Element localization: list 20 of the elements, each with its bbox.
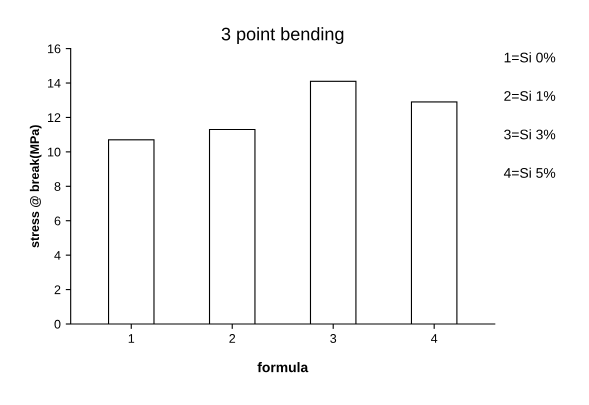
x-tick-label: 3 <box>330 334 336 343</box>
text: 4=Si 5% <box>504 168 556 178</box>
y-tick-label: 10 <box>48 148 60 157</box>
y-tick-label: 4 <box>54 251 61 260</box>
x-tick-label: 2 <box>229 334 236 343</box>
chart-title: 3 point bending <box>222 27 344 44</box>
y-tick-label: 16 <box>48 44 60 54</box>
y-tick-label: 2 <box>54 285 60 294</box>
text: 2=Si 1% <box>504 90 556 101</box>
x-tick-label: 1 <box>128 334 134 343</box>
y-tick-label: 12 <box>48 113 60 122</box>
text: 1=Si 0% <box>504 52 556 62</box>
text: 3=Si 3% <box>504 129 556 140</box>
y-tick-label: 14 <box>48 78 61 88</box>
y-tick-label: 0 <box>54 320 60 329</box>
y-tick-label: 8 <box>54 182 60 191</box>
x-tick-label: 4 <box>430 334 438 343</box>
x-axis-title: formula <box>257 362 308 372</box>
y-axis-title: stress @ break(MPa) <box>30 125 42 248</box>
y-tick-label: 6 <box>54 216 60 226</box>
